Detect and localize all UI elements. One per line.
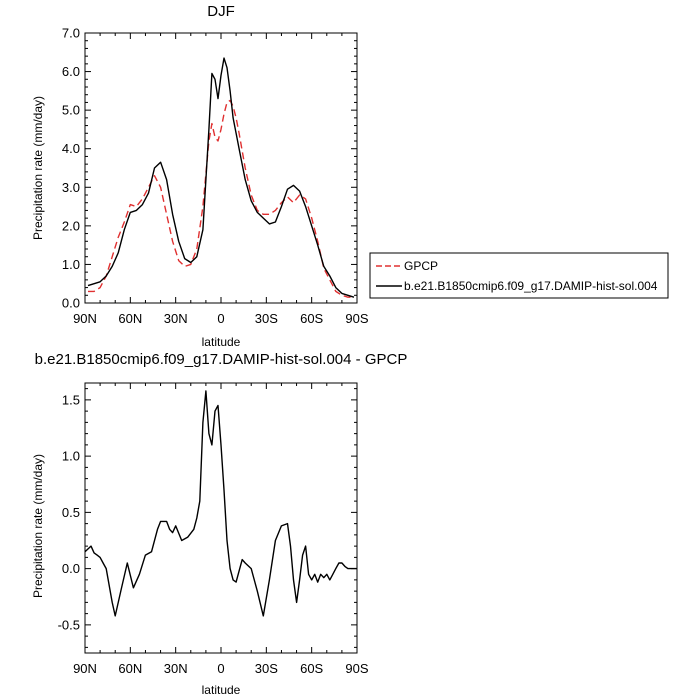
bottom-panel-y-axis-label: Precipitation rate (mm/day): [31, 454, 45, 598]
x-tick-label: 30S: [255, 311, 278, 326]
y-tick-label: 0.0: [62, 561, 80, 576]
x-tick-label: 60N: [118, 661, 142, 676]
x-tick-label: 30N: [164, 311, 188, 326]
top-panel-x-axis-label: latitude: [202, 335, 241, 349]
y-tick-label: 2.0: [62, 218, 80, 233]
y-tick-label: 0.0: [62, 296, 80, 311]
y-tick-label: -0.5: [58, 617, 80, 632]
top-panel-djf: DJF Precipitation rate (mm/day) latitude…: [31, 3, 369, 349]
legend-box: [369, 252, 669, 299]
bottom-panel-difference: b.e21.B1850cmip6.f09_g17.DAMIP-hist-sol.…: [31, 351, 407, 697]
top-panel-y-axis-label: Precipitation rate (mm/day): [31, 96, 45, 240]
x-tick-label: 0: [217, 661, 224, 676]
plot-frame: [84, 382, 358, 654]
y-tick-label: 7.0: [62, 26, 80, 41]
x-tick-label: 90N: [73, 661, 97, 676]
y-tick-label: 6.0: [62, 64, 80, 79]
bottom-panel-title: b.e21.B1850cmip6.f09_g17.DAMIP-hist-sol.…: [35, 351, 408, 368]
y-tick-label: 1.0: [62, 449, 80, 464]
x-tick-label: 90N: [73, 311, 97, 326]
x-tick-label: 30S: [255, 661, 278, 676]
x-tick-label: 90S: [345, 311, 368, 326]
legend-label-gpcp: GPCP: [404, 259, 438, 273]
x-tick-label: 30N: [164, 661, 188, 676]
y-tick-label: 1.5: [62, 392, 80, 407]
bottom-panel-x-axis-label: latitude: [202, 683, 241, 697]
y-tick-label: 4.0: [62, 141, 80, 156]
x-tick-label: 0: [217, 311, 224, 326]
x-tick-label: 60S: [300, 661, 323, 676]
series-line-model: [87, 57, 355, 298]
y-tick-label: 0.5: [62, 505, 80, 520]
y-tick-label: 3.0: [62, 180, 80, 195]
series-line-gpcp: [88, 99, 354, 298]
y-tick-label: 5.0: [62, 103, 80, 118]
top-panel-title: DJF: [207, 3, 235, 20]
legend-label-model: b.e21.B1850cmip6.f09_g17.DAMIP-hist-sol.…: [404, 279, 658, 293]
legend: GPCP b.e21.B1850cmip6.f09_g17.DAMIP-hist…: [369, 252, 669, 299]
y-tick-label: 1.0: [62, 257, 80, 272]
difference-line: [84, 390, 357, 617]
x-tick-label: 60S: [300, 311, 323, 326]
x-tick-label: 60N: [118, 311, 142, 326]
x-tick-label: 90S: [345, 661, 368, 676]
